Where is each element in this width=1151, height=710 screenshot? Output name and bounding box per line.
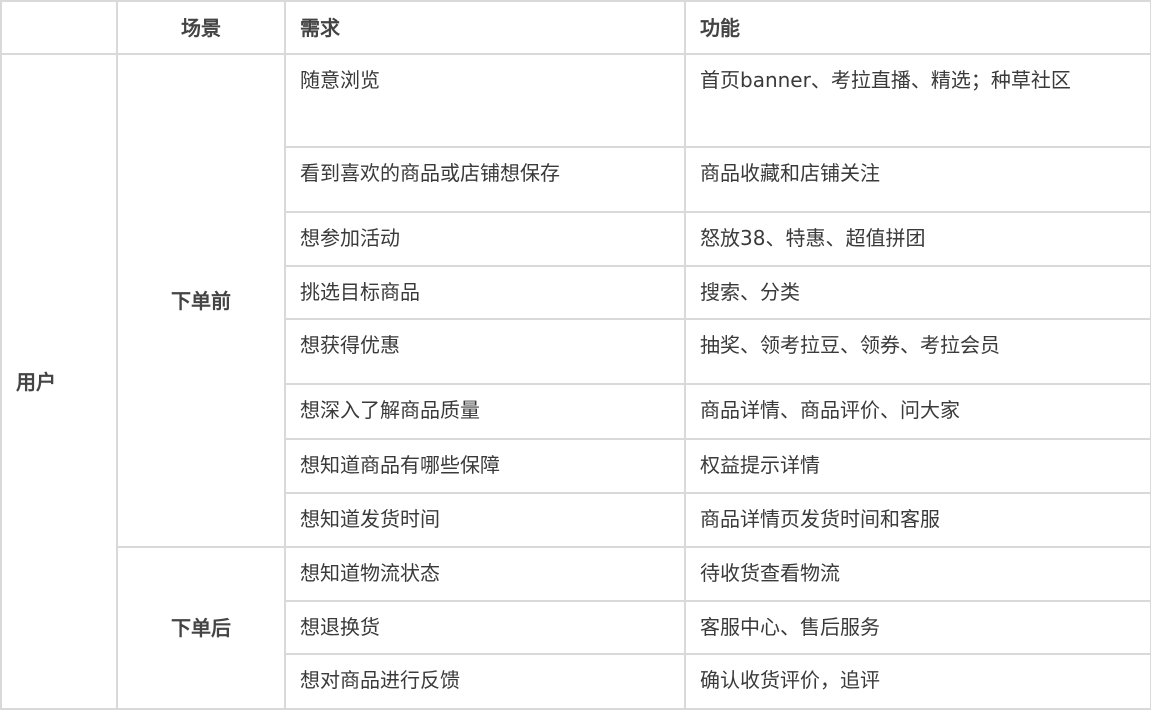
need-cell: 想深入了解商品质量 [284, 383, 686, 440]
header-scene: 场景 [116, 0, 286, 55]
table-row: 想知道发货时间 商品详情页发货时间和客服 [1, 492, 1151, 548]
table-row: 想知道商品有哪些保障 权益提示详情 [1, 438, 1151, 494]
feature-cell: 权益提示详情 [684, 438, 1151, 494]
need-cell: 想知道物流状态 [284, 546, 686, 602]
feature-cell: 怒放38、特惠、超值拼团 [684, 211, 1151, 267]
table-row: 下单后 想知道物流状态 待收货查看物流 [1, 546, 1151, 710]
need-cell: 想知道发货时间 [284, 492, 686, 548]
need-cell: 想对商品进行反馈 [284, 653, 686, 710]
header-need: 需求 [284, 0, 686, 55]
role-cell: 用户 [0, 53, 118, 710]
feature-cell: 商品详情页发货时间和客服 [684, 492, 1151, 548]
feature-cell: 待收货查看物流 [684, 546, 1151, 602]
table-row: 想退换货 客服中心、售后服务 [1, 600, 1151, 655]
header-role [0, 0, 118, 55]
table-row: 想对商品进行反馈 确认收货评价，追评 [1, 653, 1151, 710]
feature-cell: 首页banner、考拉直播、精选；种草社区 [684, 53, 1151, 148]
need-cell: 想知道商品有哪些保障 [284, 438, 686, 494]
feature-cell: 商品收藏和店铺关注 [684, 146, 1151, 213]
scene-cell: 下单前 [116, 53, 286, 548]
feature-cell: 商品详情、商品评价、问大家 [684, 383, 1151, 440]
table-row: 看到喜欢的商品或店铺想保存 商品收藏和店铺关注 [1, 146, 1151, 213]
need-cell: 想参加活动 [284, 211, 686, 267]
feature-cell: 搜索、分类 [684, 265, 1151, 320]
table-row: 想深入了解商品质量 商品详情、商品评价、问大家 [1, 383, 1151, 440]
table-row: 想获得优惠 抽奖、领考拉豆、领券、考拉会员 [1, 318, 1151, 385]
need-cell: 想获得优惠 [284, 318, 686, 385]
header-feature: 功能 [684, 0, 1151, 55]
feature-cell: 确认收货评价，追评 [684, 653, 1151, 710]
need-cell: 看到喜欢的商品或店铺想保存 [284, 146, 686, 213]
need-cell: 想退换货 [284, 600, 686, 655]
need-cell: 随意浏览 [284, 53, 686, 148]
table-row: 挑选目标商品 搜索、分类 [1, 265, 1151, 320]
need-cell: 挑选目标商品 [284, 265, 686, 320]
table-row: 想参加活动 怒放38、特惠、超值拼团 [1, 211, 1151, 267]
scene-cell: 下单后 [116, 546, 286, 710]
table-row: 用户 下单前 随意浏览 首页banner、考拉直播、精选；种草社区 [0, 53, 1151, 710]
feature-cell: 抽奖、领考拉豆、领券、考拉会员 [684, 318, 1151, 385]
feature-cell: 客服中心、售后服务 [684, 600, 1151, 655]
header-row: 场景 需求 功能 [0, 0, 1151, 55]
